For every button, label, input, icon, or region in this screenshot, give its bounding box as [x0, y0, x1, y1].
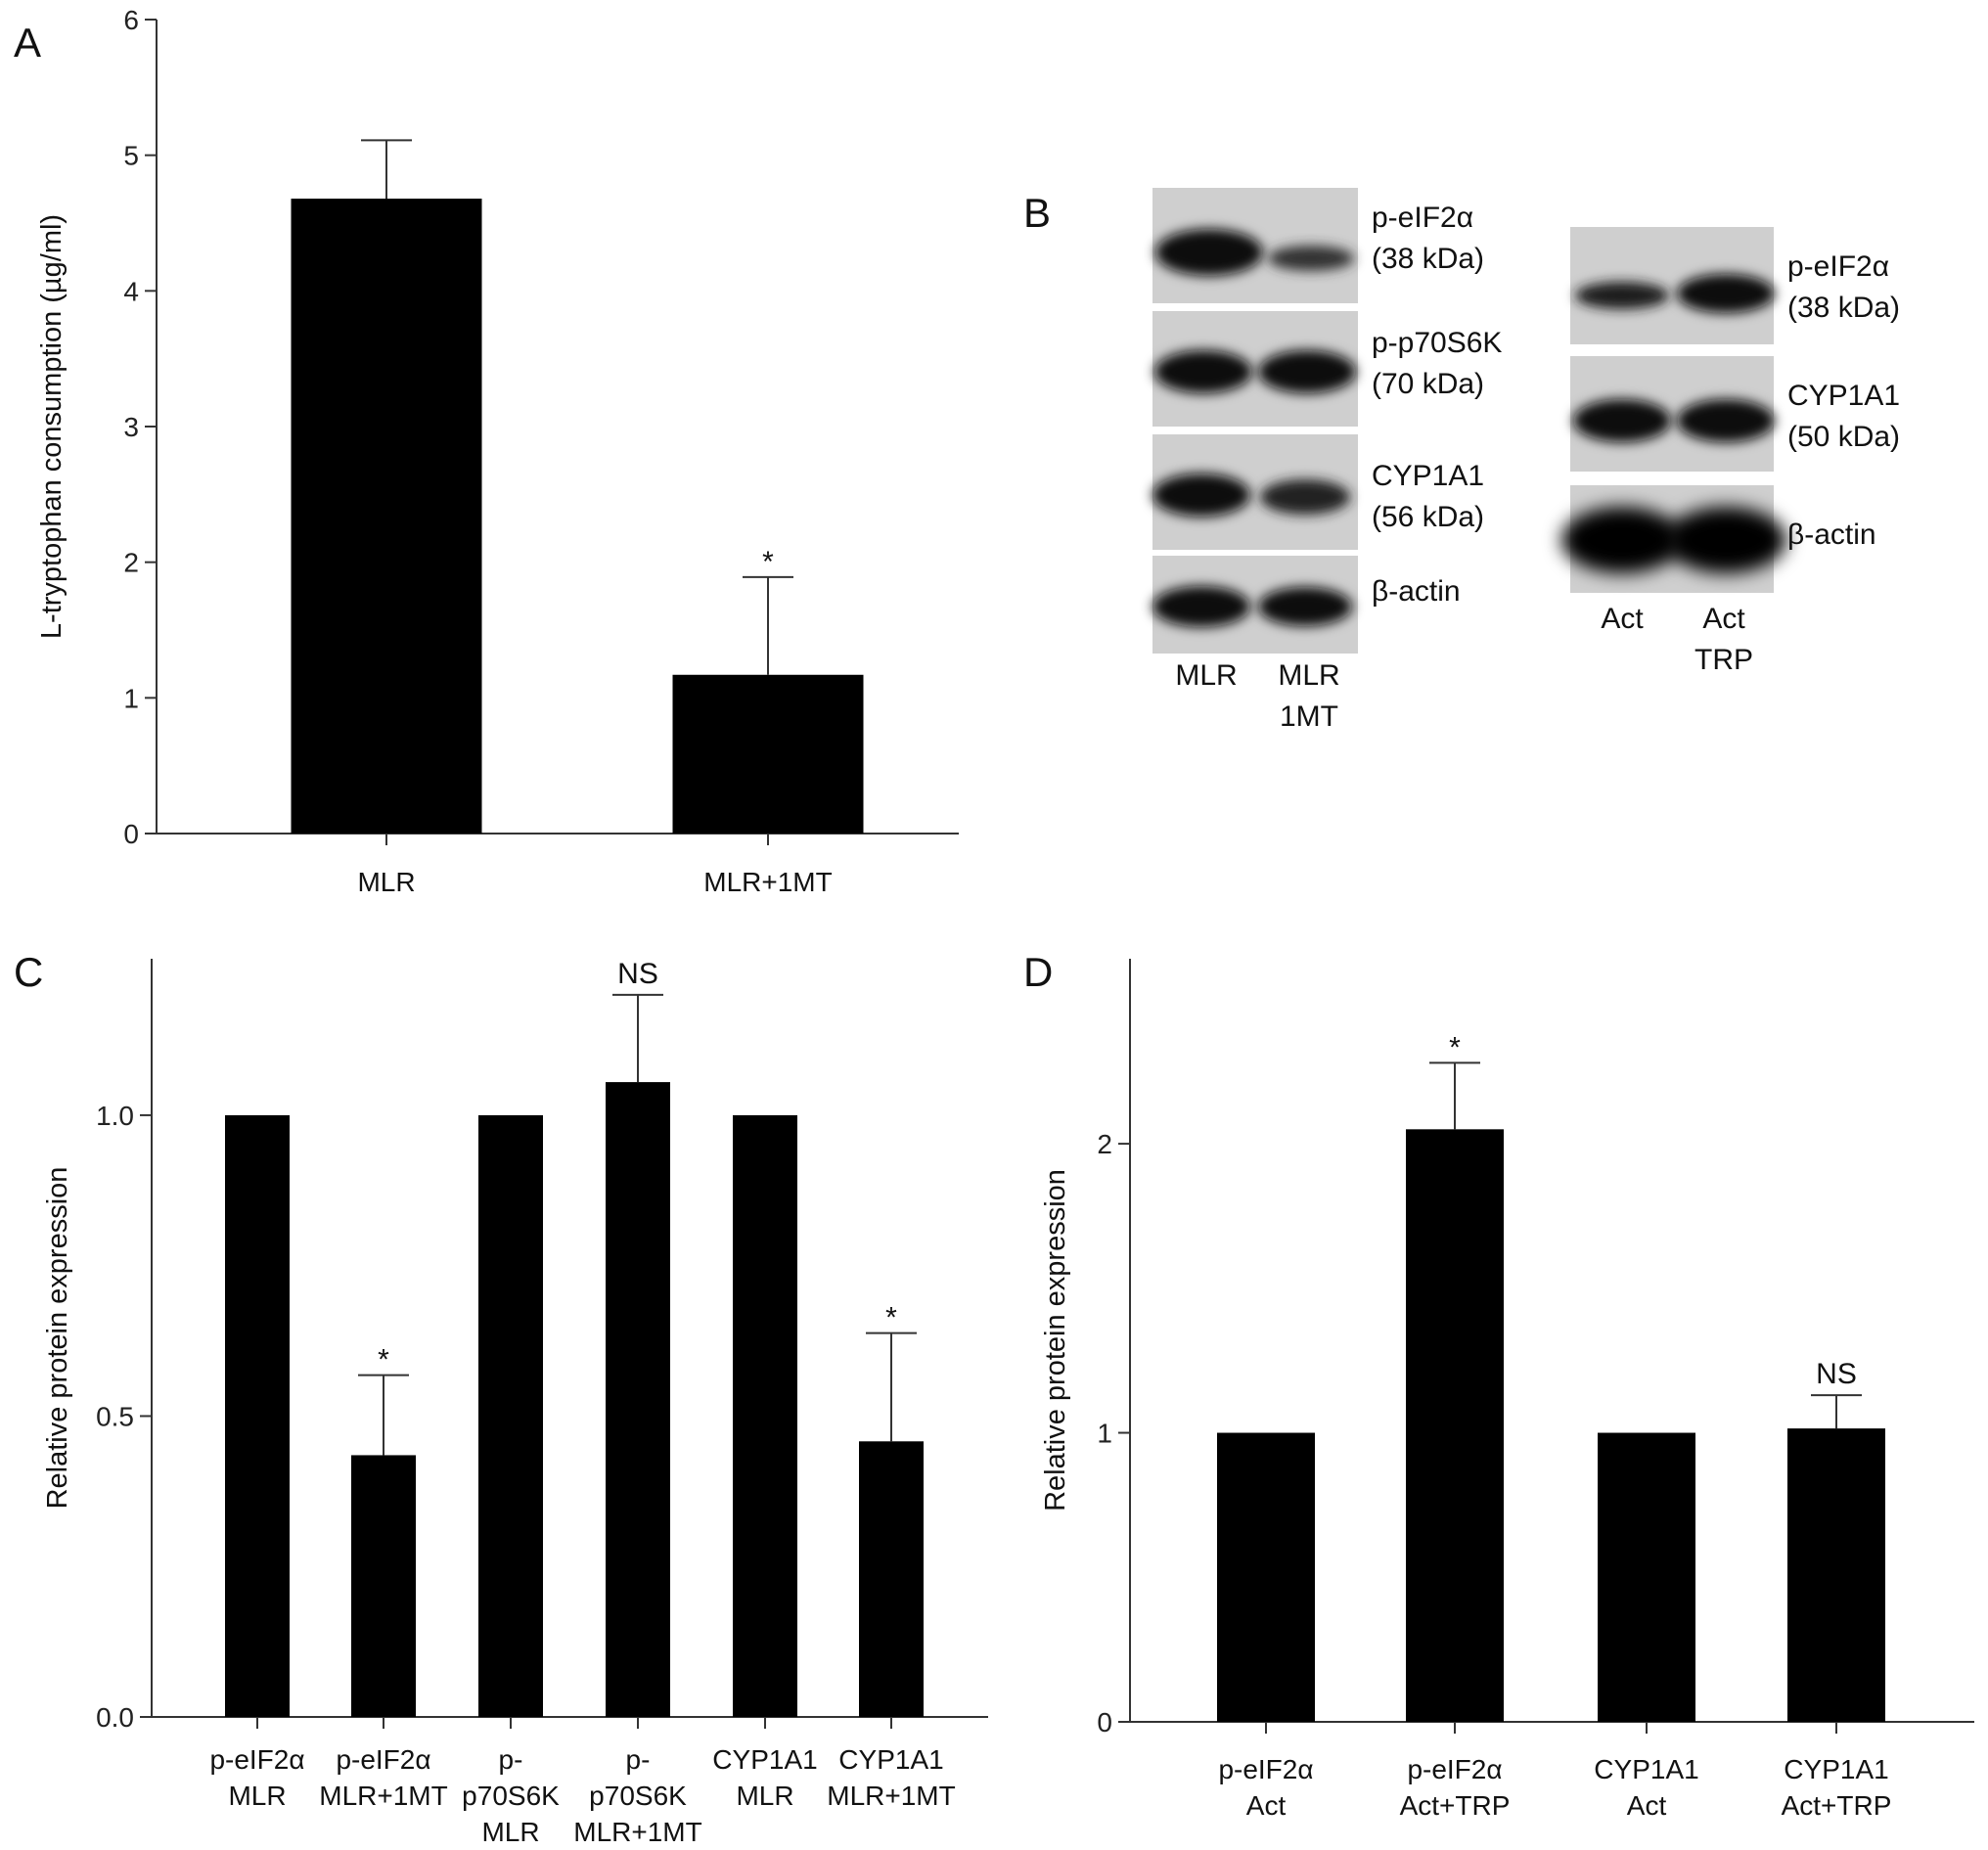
blot-protein-label: β-actin: [1372, 575, 1461, 608]
chart-c: 0.0 0.5 1.0 Relative protein expression p-eI…: [42, 958, 988, 1847]
category-label: Act: [1246, 1790, 1287, 1821]
category-label: MLR+1MT: [573, 1817, 701, 1847]
category-label: CYP1A1: [838, 1744, 943, 1775]
bar: [672, 674, 864, 834]
category-label: CYP1A1: [1594, 1754, 1698, 1784]
bar: [225, 1114, 290, 1717]
blot-lane-label: Act: [1601, 603, 1644, 635]
category-label: CYP1A1: [712, 1744, 817, 1775]
bar: [478, 1114, 543, 1717]
y-tick-label: 0: [1097, 1707, 1112, 1737]
panel-label-a: A: [14, 20, 41, 66]
bar: [291, 199, 482, 835]
category-label: MLR: [228, 1781, 286, 1811]
category-label: MLR: [357, 867, 415, 897]
category-label: CYP1A1: [1784, 1754, 1888, 1784]
panel-label-b: B: [1023, 190, 1051, 236]
panel-label-c: C: [14, 949, 43, 995]
category-label: MLR+1MT: [703, 867, 832, 897]
bar: [1598, 1432, 1695, 1722]
blot-protein-label: p-eIF2α: [1372, 202, 1473, 234]
category-label: MLR+1MT: [827, 1781, 955, 1811]
y-tick-label: 1: [123, 683, 139, 713]
blot-strip-p-eif2a: [1152, 188, 1358, 303]
y-axis-label: Relative protein expression: [42, 1167, 73, 1510]
blot-left-labels: p-eIF2α (38 kDa) p-p70S6K (70 kDa) CYP1A1 (56…: [1372, 202, 1502, 608]
bar: [859, 1441, 924, 1717]
blot-protein-label: (38 kDa): [1787, 292, 1900, 324]
category-label: p-eIF2α: [209, 1744, 304, 1775]
blot-lane-label: MLR: [1175, 659, 1237, 692]
category-label: p-eIF2α: [336, 1744, 430, 1775]
category-label: Act+TRP: [1782, 1790, 1892, 1821]
blot-right-lanes: Act Act TRP: [1601, 603, 1753, 676]
blot-protein-label: CYP1A1: [1787, 380, 1900, 412]
western-blot-left: p-eIF2α (38 kDa) p-p70S6K (70 kDa) CYP1A1 (56…: [1152, 188, 1502, 733]
category-label: MLR: [736, 1781, 793, 1811]
blot-protein-label: (38 kDa): [1372, 243, 1484, 275]
y-tick-label: 1: [1097, 1419, 1112, 1449]
bar: [1406, 1129, 1504, 1722]
y-tick-label: 1.0: [96, 1101, 134, 1131]
category-label: p-: [626, 1744, 651, 1775]
blot-protein-label: (70 kDa): [1372, 368, 1484, 400]
y-tick-label: 3: [123, 412, 139, 442]
category-label: p-: [499, 1744, 523, 1775]
category-label: p70S6K: [589, 1781, 687, 1811]
blot-lane-label: 1MT: [1280, 700, 1338, 733]
significance-asterisk: *: [1449, 1031, 1461, 1063]
blot-protein-label: p-p70S6K: [1372, 327, 1502, 359]
blot-lane-label: MLR: [1278, 659, 1339, 692]
blot-protein-label: p-eIF2α: [1787, 250, 1889, 283]
chart-a: 0 1 2 3 4 5 6 L-tryptophan consumption (µg/ml) M…: [36, 5, 959, 897]
significance-asterisk: *: [762, 546, 774, 578]
blot-protein-label: (56 kDa): [1372, 501, 1484, 533]
bar: [1217, 1432, 1315, 1722]
blot-protein-label: CYP1A1: [1372, 460, 1484, 492]
blot-lane-label: TRP: [1694, 644, 1753, 676]
y-tick-label: 2: [1097, 1129, 1112, 1159]
bar: [733, 1114, 797, 1717]
chart-d: 0 1 2 Relative protein expression p-eIF2α Act…: [1040, 959, 1974, 1821]
y-tick-label: 5: [123, 141, 139, 171]
y-tick-label: 0: [123, 819, 139, 849]
significance-ns: NS: [617, 958, 658, 990]
panel-label-d: D: [1023, 949, 1053, 995]
category-label: p-eIF2α: [1218, 1754, 1313, 1784]
category-label: MLR: [481, 1817, 539, 1847]
blot-left-lanes: MLR MLR 1MT: [1175, 659, 1339, 733]
western-blot-right: p-eIF2α (38 kDa) CYP1A1 (50 kDa) β-actin Act…: [1561, 227, 1900, 676]
blot-protein-label: (50 kDa): [1787, 421, 1900, 453]
y-axis-label: L-tryptophan consumption (µg/ml): [36, 214, 68, 639]
category-label: p-eIF2α: [1407, 1754, 1502, 1784]
bar: [351, 1455, 416, 1717]
blot-strip-cyp1a1: [1152, 434, 1358, 550]
y-tick-label: 0.5: [96, 1401, 134, 1431]
category-label: Act: [1627, 1790, 1667, 1821]
y-tick-label: 2: [123, 548, 139, 578]
y-tick-label: 6: [123, 5, 139, 35]
category-label: Act+TRP: [1400, 1790, 1511, 1821]
blot-right-labels: p-eIF2α (38 kDa) CYP1A1 (50 kDa) β-actin: [1787, 250, 1900, 551]
blot-strip-cyp1a1-right: [1570, 356, 1775, 472]
significance-asterisk: *: [885, 1302, 897, 1334]
y-axis-label: Relative protein expression: [1040, 1169, 1071, 1512]
bar: [1787, 1428, 1885, 1722]
blot-strip-p-eif2a-right: [1570, 227, 1775, 344]
category-label: p70S6K: [462, 1781, 560, 1811]
category-label: MLR+1MT: [319, 1781, 447, 1811]
blot-protein-label: β-actin: [1787, 519, 1876, 551]
y-tick-label: 4: [123, 276, 139, 306]
significance-ns: NS: [1816, 1358, 1857, 1390]
blot-strip-beta-actin-right: [1561, 485, 1786, 593]
blot-lane-label: Act: [1702, 603, 1745, 635]
y-tick-label: 0.0: [96, 1702, 134, 1733]
blot-strip-beta-actin: [1152, 556, 1358, 654]
bar: [606, 1082, 670, 1717]
blot-strip-p-p70s6k: [1152, 311, 1358, 427]
significance-asterisk: *: [378, 1344, 389, 1376]
